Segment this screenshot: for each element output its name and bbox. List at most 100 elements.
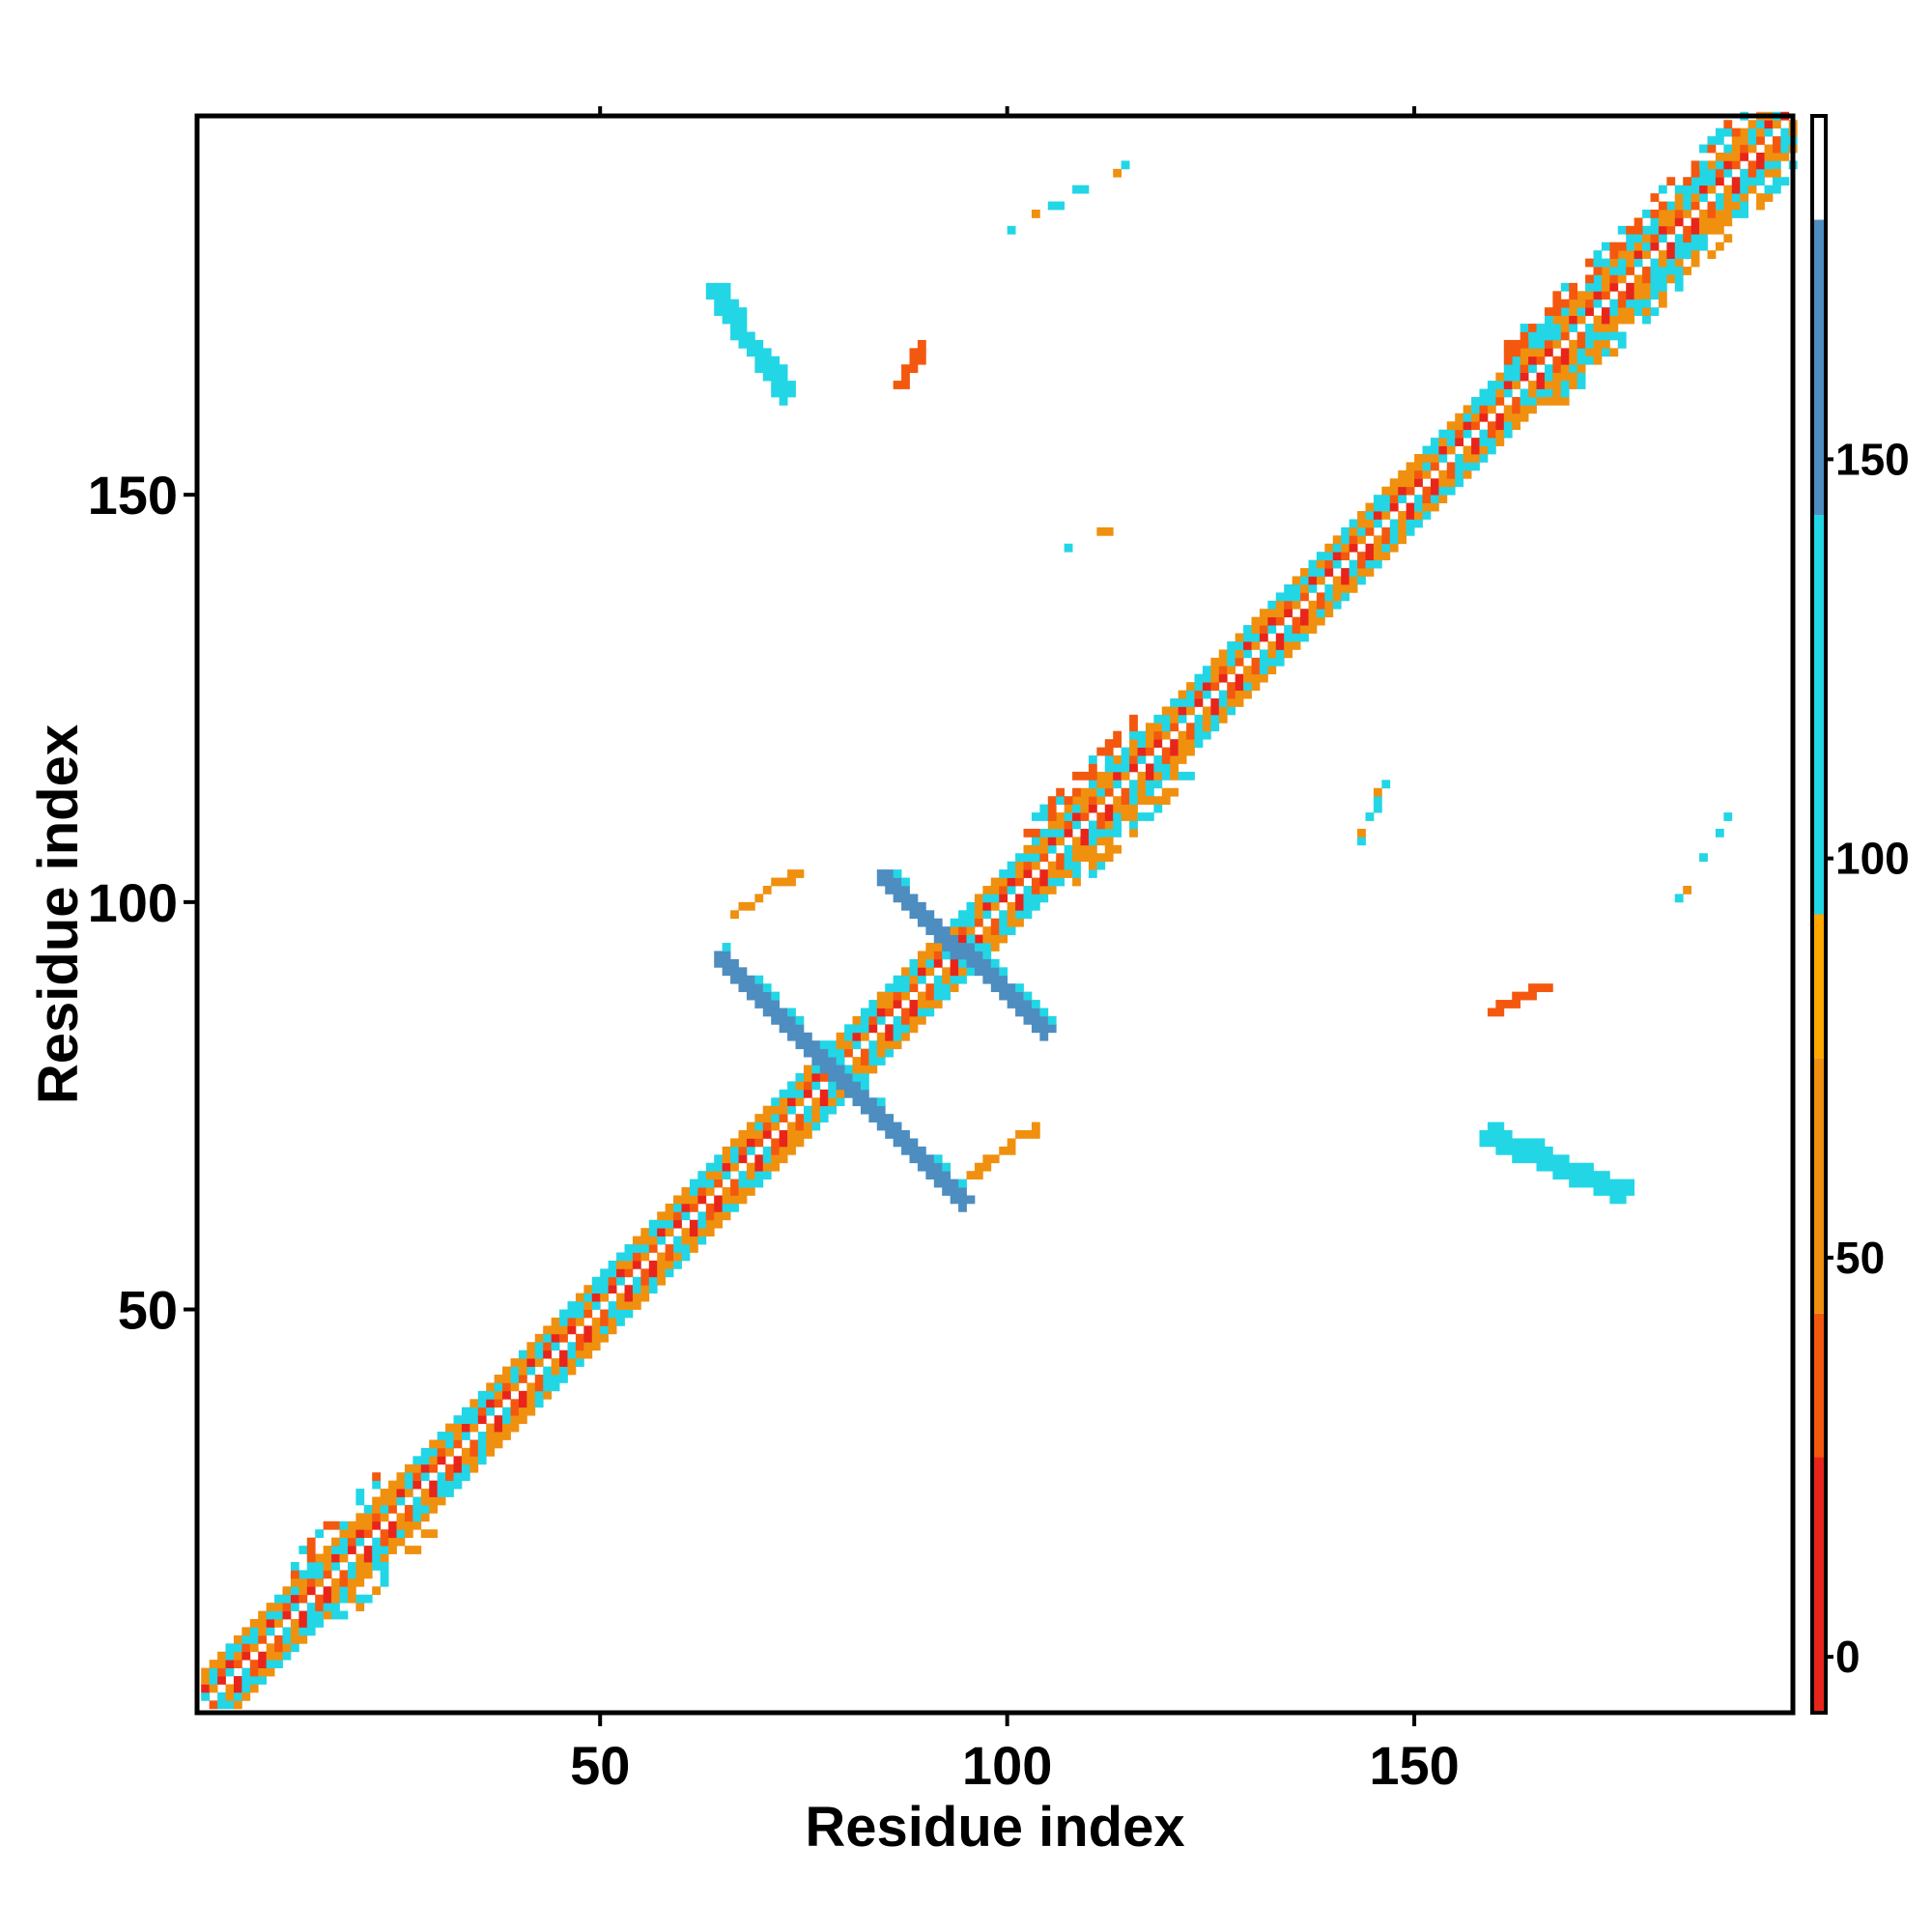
heatmap-cell <box>331 1546 340 1554</box>
heatmap-cell <box>1617 315 1627 325</box>
heatmap-cell <box>746 991 755 1001</box>
heatmap-cell <box>811 1122 821 1131</box>
heatmap-cell <box>1284 583 1293 593</box>
heatmap-cell <box>1161 714 1171 724</box>
heatmap-cell <box>1381 535 1391 545</box>
heatmap-cell <box>1031 844 1040 854</box>
heatmap-cell <box>347 1529 356 1539</box>
heatmap-cell <box>771 1015 781 1025</box>
heatmap-cell <box>453 1439 463 1449</box>
heatmap-cell <box>779 372 788 382</box>
heatmap-cell <box>917 355 926 365</box>
heatmap-cell <box>1398 478 1407 488</box>
heatmap-cell <box>583 1293 593 1302</box>
heatmap-cell <box>771 1154 781 1164</box>
heatmap-cell <box>901 1032 910 1041</box>
heatmap-cell <box>885 1008 895 1017</box>
heatmap-cell <box>331 1586 340 1596</box>
heatmap-cell <box>738 1146 748 1155</box>
heatmap-cell <box>966 934 976 944</box>
heatmap-cell <box>1780 177 1790 186</box>
heatmap-cell <box>1593 1179 1603 1188</box>
heatmap-cell <box>1389 478 1399 488</box>
heatmap-cell <box>1528 324 1537 332</box>
heatmap-cell <box>469 1399 479 1408</box>
heatmap-cell <box>811 1040 821 1050</box>
heatmap-cell <box>372 1561 382 1571</box>
heatmap-cell <box>420 1463 430 1473</box>
heatmap-cell <box>942 967 952 977</box>
heatmap-cell <box>1528 339 1537 349</box>
heatmap-cell <box>453 1456 463 1465</box>
heatmap-cell <box>1064 853 1073 863</box>
heatmap-cell <box>1251 625 1261 634</box>
heatmap-cell <box>901 1024 910 1034</box>
heatmap-cell <box>1577 372 1586 382</box>
heatmap-cell <box>876 1048 886 1058</box>
heatmap-cell <box>217 1660 226 1669</box>
heatmap-cell <box>1707 136 1717 145</box>
heatmap-cell <box>1731 177 1741 186</box>
heatmap-cell <box>347 1546 356 1554</box>
heatmap-cell <box>876 1114 886 1122</box>
heatmap-cell <box>339 1594 349 1604</box>
heatmap-cell <box>453 1432 463 1440</box>
heatmap-cell <box>819 1040 829 1050</box>
heatmap-cell <box>787 1129 796 1139</box>
heatmap-cell <box>1593 282 1603 292</box>
heatmap-cell <box>640 1244 650 1253</box>
heatmap-cell <box>1365 519 1375 528</box>
heatmap-cell <box>1267 625 1277 634</box>
heatmap-cell <box>681 1195 691 1205</box>
heatmap-cell <box>1764 185 1774 194</box>
heatmap-cell <box>1178 747 1187 756</box>
heatmap-cell <box>1064 844 1073 854</box>
heatmap-cell <box>526 1366 536 1376</box>
heatmap-cell <box>1536 324 1546 332</box>
heatmap-cell <box>893 975 902 984</box>
heatmap-cell <box>1284 600 1293 610</box>
heatmap-cell <box>1601 291 1610 300</box>
heatmap-cell <box>754 1114 764 1122</box>
heatmap-cell <box>1585 291 1594 300</box>
heatmap-cell <box>1267 600 1277 610</box>
heatmap-cell <box>1096 837 1106 846</box>
heatmap-cell <box>510 1423 520 1433</box>
heatmap-cell <box>1683 250 1692 259</box>
heatmap-cell <box>209 1700 218 1710</box>
heatmap-cell <box>217 1700 226 1710</box>
heatmap-cell <box>1634 298 1643 308</box>
heatmap-cell <box>355 1513 365 1522</box>
heatmap-cell <box>306 1577 316 1587</box>
heatmap-cell <box>1723 120 1733 129</box>
heatmap-cell <box>1487 429 1496 439</box>
heatmap-cell <box>705 1171 715 1179</box>
heatmap-cell <box>933 934 943 944</box>
colorbar-band <box>1812 515 1826 915</box>
heatmap-cell <box>1601 348 1610 357</box>
heatmap-cell <box>795 1129 805 1139</box>
heatmap-cell <box>1569 339 1578 349</box>
heatmap-cell <box>600 1333 610 1343</box>
heatmap-cell <box>551 1375 560 1383</box>
heatmap-cell <box>1227 690 1236 699</box>
heatmap-cell <box>396 1480 406 1490</box>
heatmap-cell <box>1153 804 1163 813</box>
heatmap-cell <box>1723 185 1733 194</box>
heatmap-cell <box>1601 242 1610 251</box>
heatmap-cell <box>1389 543 1399 553</box>
heatmap-cell <box>518 1358 527 1367</box>
heatmap-cell <box>787 1089 796 1098</box>
heatmap-cell <box>1365 543 1375 553</box>
heatmap-cell <box>1740 185 1749 194</box>
heatmap-cell <box>1731 144 1741 154</box>
heatmap-cell <box>567 1358 577 1367</box>
heatmap-cell <box>1512 348 1521 357</box>
heatmap-cell <box>1536 983 1546 993</box>
heatmap-cell <box>893 1040 902 1050</box>
heatmap-cell <box>860 1065 869 1074</box>
heatmap-cell <box>1446 421 1456 431</box>
heatmap-cell <box>746 983 755 993</box>
heatmap-cell <box>771 1122 781 1131</box>
heatmap-cell <box>779 1008 788 1017</box>
